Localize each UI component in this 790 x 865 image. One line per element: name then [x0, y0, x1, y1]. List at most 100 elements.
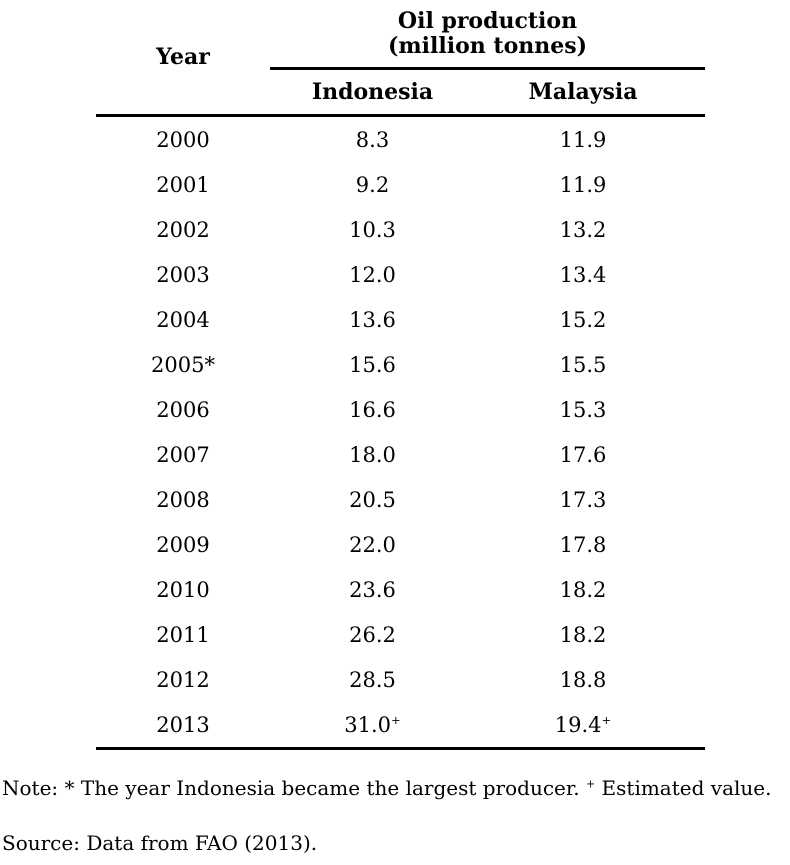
cell-value: 2009	[156, 532, 210, 557]
cell-value: 2011	[156, 622, 210, 647]
table-row: 2004 13.6 15.2	[96, 297, 705, 342]
cell-year: 2007	[96, 432, 270, 477]
cell-value: 13.6	[349, 307, 396, 332]
cell-indonesia: 9.2	[270, 162, 475, 207]
cell-value: 2008	[156, 487, 210, 512]
table-row: 2007 18.0 17.6	[96, 432, 705, 477]
cell-malaysia: 11.9	[475, 162, 705, 207]
cell-indonesia: 31.0+	[270, 702, 475, 749]
cell-indonesia: 15.6	[270, 342, 475, 387]
cell-indonesia: 10.3	[270, 207, 475, 252]
cell-indonesia: 28.5	[270, 657, 475, 702]
cell-value: 12.0	[349, 262, 396, 287]
cell-year: 2003	[96, 252, 270, 297]
cell-malaysia: 15.5	[475, 342, 705, 387]
cell-year: 2013	[96, 702, 270, 749]
cell-value: 19.4	[554, 712, 602, 737]
cell-indonesia: 18.0	[270, 432, 475, 477]
column-header-year: Year	[96, 0, 270, 117]
cell-value: 11.9	[559, 172, 607, 197]
cell-value: 13.4	[559, 262, 607, 287]
estimated-marker-icon: +	[391, 712, 401, 727]
cell-indonesia: 22.0	[270, 522, 475, 567]
note-text-suffix: Estimated value.	[595, 776, 772, 800]
cell-value: 18.2	[559, 622, 607, 647]
cell-value: 15.2	[559, 307, 607, 332]
table-header: Year Oil production (million tonnes) Ind…	[96, 0, 706, 117]
table-row: 2010 23.6 18.2	[96, 567, 705, 612]
cell-value: 17.6	[559, 442, 607, 467]
cell-malaysia: 11.9	[475, 116, 705, 163]
cell-year: 2012	[96, 657, 270, 702]
table-row: 2001 9.2 11.9	[96, 162, 705, 207]
cell-value: 31.0	[344, 712, 392, 737]
cell-indonesia: 23.6	[270, 567, 475, 612]
cell-value: 2004	[156, 307, 210, 332]
cell-year: 2002	[96, 207, 270, 252]
cell-malaysia: 13.2	[475, 207, 705, 252]
estimated-marker-icon: +	[601, 712, 612, 727]
cell-indonesia: 26.2	[270, 612, 475, 657]
estimated-marker-icon: +	[585, 777, 596, 791]
cell-malaysia: 18.8	[475, 657, 705, 702]
cell-value: 2001	[156, 172, 210, 197]
cell-value: 20.5	[349, 487, 396, 512]
cell-malaysia: 15.3	[475, 387, 705, 432]
cell-value: 2000	[156, 127, 210, 152]
table-row: 2009 22.0 17.8	[96, 522, 705, 567]
table-row: 2005* 15.6 15.5	[96, 342, 705, 387]
cell-value: 17.8	[559, 532, 607, 557]
cell-value: 13.2	[559, 217, 607, 242]
cell-indonesia: 16.6	[270, 387, 475, 432]
cell-year: 2008	[96, 477, 270, 522]
cell-value: 2002	[156, 217, 210, 242]
cell-value: 2013	[156, 712, 210, 737]
cell-year: 2005*	[96, 342, 270, 387]
cell-year: 2009	[96, 522, 270, 567]
cell-malaysia: 17.6	[475, 432, 705, 477]
cell-value: 9.2	[355, 172, 390, 197]
cell-value: 18.2	[559, 577, 607, 602]
cell-value: 17.3	[559, 487, 607, 512]
cell-indonesia: 13.6	[270, 297, 475, 342]
cell-malaysia: 13.4	[475, 252, 705, 297]
cell-value: 15.3	[559, 397, 607, 422]
cell-malaysia: 17.3	[475, 477, 705, 522]
table-row: 2012 28.5 18.8	[96, 657, 705, 702]
cell-value: 22.0	[349, 532, 396, 557]
table-body: 2000 8.3 11.9 2001 9.2 11.9 2002 10.3 13.2 2003 12…	[96, 116, 705, 749]
cell-value: 15.6	[349, 352, 396, 377]
cell-value: 2006	[156, 397, 210, 422]
cell-indonesia: 8.3	[270, 116, 475, 163]
cell-value: 16.6	[349, 397, 396, 422]
table-row: 2011 26.2 18.2	[96, 612, 705, 657]
cell-year: 2004	[96, 297, 270, 342]
cell-year: 2011	[96, 612, 270, 657]
table-source: Source: Data from FAO (2013).	[2, 831, 318, 855]
table-row: 2003 12.0 13.4	[96, 252, 705, 297]
cell-value: 23.6	[349, 577, 396, 602]
cell-indonesia: 12.0	[270, 252, 475, 297]
cell-value: 15.5	[559, 352, 607, 377]
header-row-countries: Indonesia Malaysia	[96, 68, 706, 117]
table-row: 2000 8.3 11.9	[96, 116, 705, 163]
cell-year: 2010	[96, 567, 270, 612]
table-note: Note: * The year Indonesia became the la…	[2, 776, 771, 800]
cell-year: 2000	[96, 116, 270, 163]
cell-value: 2003	[156, 262, 210, 287]
column-header-malaysia: Malaysia	[475, 68, 706, 117]
cell-malaysia: 15.2	[475, 297, 705, 342]
note-text-prefix: Note: * The year Indonesia became the la…	[2, 776, 586, 800]
cell-value: 2010	[156, 577, 210, 602]
cell-value: 26.2	[349, 622, 396, 647]
cell-year: 2006	[96, 387, 270, 432]
cell-value: 2012	[156, 667, 210, 692]
table-row: 2002 10.3 13.2	[96, 207, 705, 252]
cell-malaysia: 19.4+	[475, 702, 705, 749]
table-row: 2006 16.6 15.3	[96, 387, 705, 432]
table-row: 2013 31.0+ 19.4+	[96, 702, 705, 749]
cell-value: 8.3	[355, 127, 390, 152]
cell-malaysia: 18.2	[475, 567, 705, 612]
column-group-header: Oil production (million tonnes)	[270, 0, 706, 70]
